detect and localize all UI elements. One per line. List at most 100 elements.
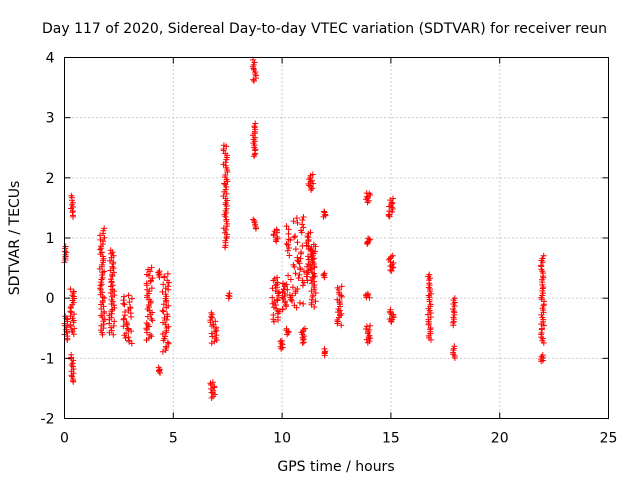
data-point xyxy=(289,284,296,291)
data-point xyxy=(285,226,292,233)
data-point xyxy=(164,311,171,318)
data-point xyxy=(208,309,215,316)
data-point xyxy=(164,277,171,284)
x-tick-label: 0 xyxy=(60,431,69,447)
data-point xyxy=(270,311,277,318)
data-point xyxy=(107,276,114,283)
data-point xyxy=(300,224,307,231)
data-point xyxy=(100,321,107,328)
data-point xyxy=(164,339,171,346)
data-point xyxy=(308,296,315,303)
data-point xyxy=(291,302,298,309)
data-point xyxy=(69,360,76,367)
y-tick-label: -1 xyxy=(41,351,55,367)
data-point xyxy=(283,325,290,332)
data-point xyxy=(161,315,168,322)
data-point xyxy=(271,299,278,306)
data-point xyxy=(145,266,152,273)
data-point xyxy=(124,325,131,332)
y-tick-label: 3 xyxy=(46,111,55,127)
data-point xyxy=(121,308,128,315)
data-point xyxy=(334,318,341,325)
data-point xyxy=(110,331,117,338)
data-point xyxy=(126,299,133,306)
data-point xyxy=(161,273,168,280)
data-point xyxy=(99,274,106,281)
x-tick-label: 25 xyxy=(600,431,618,447)
data-point xyxy=(307,277,314,284)
data-point xyxy=(162,291,169,298)
data-point xyxy=(309,269,316,276)
data-point xyxy=(122,335,129,342)
data-point xyxy=(338,322,345,329)
data-point xyxy=(100,308,107,315)
data-point xyxy=(143,271,150,278)
data-point xyxy=(64,316,71,323)
data-point xyxy=(310,241,317,248)
data-point xyxy=(389,200,396,207)
data-point xyxy=(62,313,69,320)
data-point xyxy=(68,309,75,316)
data-point xyxy=(96,246,103,253)
data-point xyxy=(269,294,276,301)
data-point xyxy=(159,288,166,295)
data-point xyxy=(162,343,169,350)
data-point xyxy=(305,261,312,268)
data-point xyxy=(148,315,155,322)
data-point xyxy=(69,373,76,380)
data-point xyxy=(220,225,227,232)
data-point xyxy=(101,225,108,232)
data-point xyxy=(291,234,298,241)
data-point xyxy=(388,267,395,274)
data-point xyxy=(143,280,150,287)
data-point xyxy=(294,219,301,226)
data-point xyxy=(280,295,287,302)
data-point xyxy=(300,300,307,307)
data-point xyxy=(223,216,230,223)
data-point xyxy=(387,306,394,313)
data-point xyxy=(427,326,434,333)
data-point xyxy=(156,268,163,275)
data-point xyxy=(251,123,258,130)
data-point xyxy=(101,268,108,275)
data-point xyxy=(321,270,328,277)
data-point xyxy=(389,195,396,202)
data-point xyxy=(148,285,155,292)
data-point xyxy=(226,290,233,297)
data-point xyxy=(338,310,345,317)
data-point xyxy=(386,315,393,322)
data-point xyxy=(220,193,227,200)
data-point xyxy=(109,282,116,289)
data-point xyxy=(222,171,229,178)
x-tick-label: 10 xyxy=(273,431,291,447)
data-point xyxy=(250,76,257,83)
data-point xyxy=(221,180,228,187)
data-point xyxy=(165,283,172,290)
data-point xyxy=(127,304,134,311)
y-axis-label: SDTVAR / TECUs xyxy=(7,181,23,296)
data-point xyxy=(209,333,216,340)
data-point xyxy=(285,244,292,251)
data-point xyxy=(101,234,108,241)
data-point xyxy=(389,252,396,259)
data-point xyxy=(121,301,128,308)
data-point xyxy=(540,322,547,329)
data-point xyxy=(362,325,369,332)
y-tick-label: 1 xyxy=(46,231,55,247)
data-point xyxy=(280,280,287,287)
data-point xyxy=(285,236,292,243)
data-point xyxy=(107,247,114,254)
data-point xyxy=(159,331,166,338)
data-point xyxy=(164,270,171,277)
data-point xyxy=(107,267,114,274)
data-point xyxy=(97,232,104,239)
data-point xyxy=(311,278,318,285)
data-point xyxy=(290,261,297,268)
data-point xyxy=(309,171,316,178)
data-point xyxy=(283,223,290,230)
data-point xyxy=(160,308,167,315)
data-point xyxy=(296,271,303,278)
data-point xyxy=(284,247,291,254)
data-point xyxy=(209,379,216,386)
x-tick-label: 5 xyxy=(169,431,178,447)
